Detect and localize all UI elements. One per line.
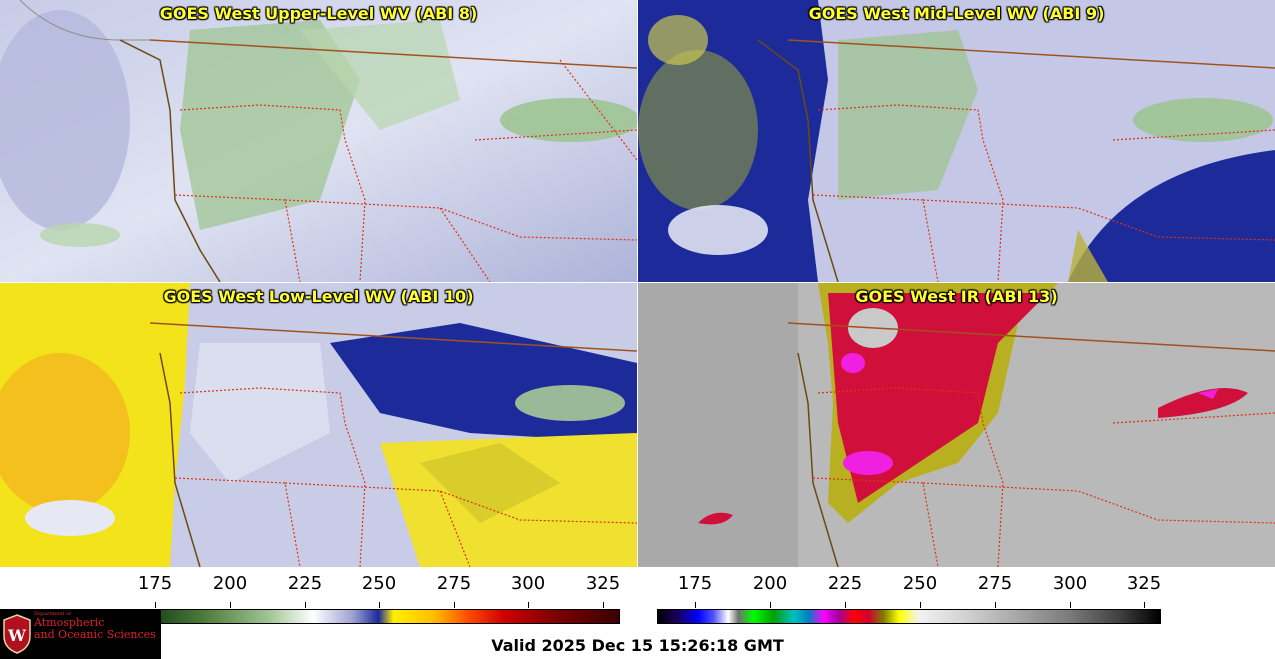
panel-title: GOES West Mid-Level WV (ABI 9)	[808, 4, 1105, 23]
colorbar-tick-mark	[230, 602, 231, 608]
colorbar-tick-label: 325	[1126, 573, 1162, 594]
wv-colorbar-gradient	[117, 609, 620, 624]
ir-colorbar-gradient	[657, 609, 1161, 624]
colorbar-tick-mark	[603, 602, 604, 608]
colorbar-tick-mark	[379, 602, 380, 608]
colorbar-tick-mark	[995, 602, 996, 608]
panel-low-level-wv: GOES West Low-Level WV (ABI 10)	[0, 283, 637, 567]
colorbar-tick-mark	[845, 602, 846, 608]
colorbar-tick-label: 175	[137, 573, 173, 594]
logo-line2: and Oceanic Sciences	[34, 627, 156, 641]
colorbar-tick-label: 275	[436, 573, 472, 594]
colorbar-tick-mark	[305, 602, 306, 608]
colorbar-tick-label: 225	[287, 573, 323, 594]
uw-crest-icon: W	[3, 614, 31, 654]
colorbar-tick-mark	[770, 602, 771, 608]
upper-level-wv-image	[0, 0, 637, 282]
colorbar-tick-mark	[695, 602, 696, 608]
colorbar-tick-label: 250	[361, 573, 397, 594]
colorbar-tick-label: 300	[1052, 573, 1088, 594]
colorbar-tick-label: 275	[977, 573, 1013, 594]
ir-image	[638, 283, 1275, 567]
logo-text: Department of Atmospheric and Oceanic Sc…	[34, 611, 156, 641]
wv-colorbar: 175 200 225 250 275 300 325	[117, 573, 620, 624]
valid-time: Valid 2025 Dec 15 15:26:18 GMT	[491, 636, 784, 655]
panel-title: GOES West IR (ABI 13)	[855, 287, 1058, 306]
panel-title: GOES West Low-Level WV (ABI 10)	[163, 287, 474, 306]
colorbar-tick-mark	[528, 602, 529, 608]
colorbar-tick-mark	[155, 602, 156, 608]
logo-line1: Atmospheric	[34, 616, 105, 630]
colorbar-tick-mark	[1070, 602, 1071, 608]
svg-text:W: W	[7, 626, 27, 645]
colorbar-tick-mark	[920, 602, 921, 608]
low-level-wv-image	[0, 283, 637, 567]
colorbar-tick-label: 200	[752, 573, 788, 594]
colorbar-tick-label: 300	[510, 573, 546, 594]
mid-level-wv-image	[638, 0, 1275, 282]
panel-title: GOES West Upper-Level WV (ABI 8)	[159, 4, 478, 23]
ir-colorbar: 175 200 225 250 275 300 325	[657, 573, 1161, 624]
colorbar-tick-label: 325	[585, 573, 621, 594]
colorbar-tick-label: 200	[212, 573, 248, 594]
logo-dept: Department of	[34, 611, 71, 617]
colorbar-tick-mark	[1144, 602, 1145, 608]
colorbar-tick-label: 225	[827, 573, 863, 594]
colorbar-tick-label: 250	[902, 573, 938, 594]
panel-upper-level-wv: GOES West Upper-Level WV (ABI 8)	[0, 0, 637, 282]
panel-mid-level-wv: GOES West Mid-Level WV (ABI 9)	[638, 0, 1275, 282]
colorbar-tick-label: 175	[677, 573, 713, 594]
colorbar-tick-mark	[454, 602, 455, 608]
aos-logo: W Department of Atmospheric and Oceanic …	[0, 609, 161, 659]
panel-ir: GOES West IR (ABI 13)	[638, 283, 1275, 567]
